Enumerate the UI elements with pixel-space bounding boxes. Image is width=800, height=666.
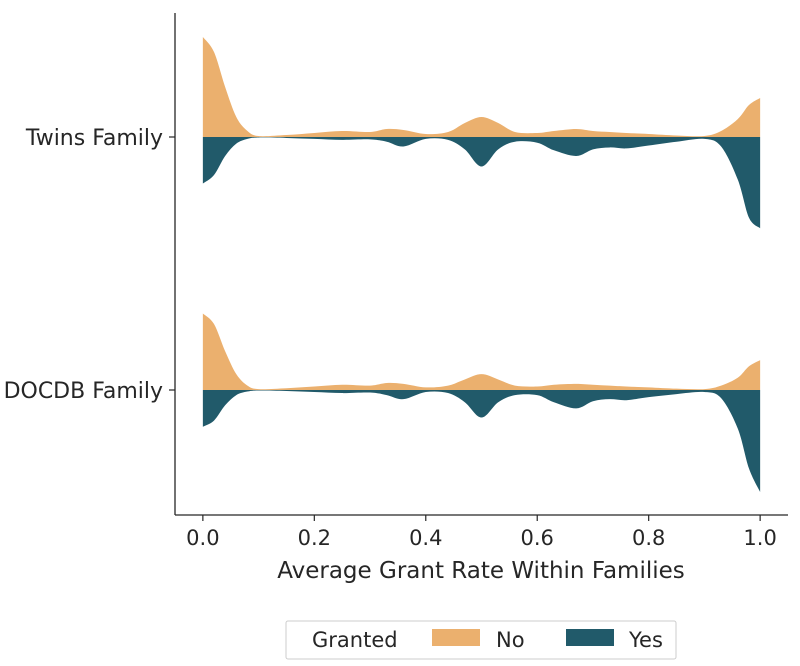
violin-half-twins-family-yes xyxy=(202,137,761,229)
x-axis-title: Average Grant Rate Within Families xyxy=(277,558,685,584)
legend-title: Granted xyxy=(312,628,398,652)
x-ticks: 0.0 0.2 0.4 0.6 0.8 1.0 xyxy=(186,515,777,550)
violin-half-docdb-family-no xyxy=(202,313,761,390)
violin-half-twins-family-no xyxy=(202,37,761,137)
violins-layer xyxy=(202,37,761,492)
x-tick-label: 0.6 xyxy=(521,526,554,550)
legend-label-yes: Yes xyxy=(628,628,663,652)
legend-swatch-yes xyxy=(566,629,614,646)
x-tick-label: 0.4 xyxy=(409,526,442,550)
x-tick-label: 1.0 xyxy=(743,526,776,550)
x-tick-label: 0.2 xyxy=(298,526,331,550)
legend-label-no: No xyxy=(496,628,525,652)
legend: Granted No Yes xyxy=(285,620,677,660)
x-tick-label: 0.8 xyxy=(632,526,665,550)
legend-swatch-no xyxy=(432,629,480,646)
category-ticks: Twins Family DOCDB Family xyxy=(4,126,175,404)
violin-half-docdb-family-yes xyxy=(202,390,761,492)
category-label-docdb-family: DOCDB Family xyxy=(4,379,163,404)
category-label-twins-family: Twins Family xyxy=(25,126,163,151)
x-tick-label: 0.0 xyxy=(186,526,219,550)
